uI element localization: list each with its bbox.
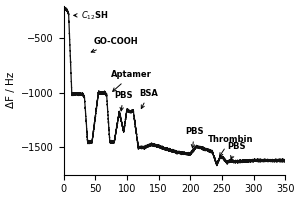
Text: GO-COOH: GO-COOH bbox=[91, 37, 139, 52]
Text: PBS: PBS bbox=[185, 127, 204, 148]
Text: PBS: PBS bbox=[227, 142, 245, 159]
Text: $C_{12}$SH: $C_{12}$SH bbox=[74, 9, 109, 22]
Text: PBS: PBS bbox=[114, 91, 133, 111]
Text: BSA: BSA bbox=[140, 89, 158, 109]
Y-axis label: ΔF / Hz: ΔF / Hz bbox=[6, 72, 16, 108]
Text: Thrombin: Thrombin bbox=[208, 135, 254, 156]
Text: Aptamer: Aptamer bbox=[111, 70, 152, 91]
